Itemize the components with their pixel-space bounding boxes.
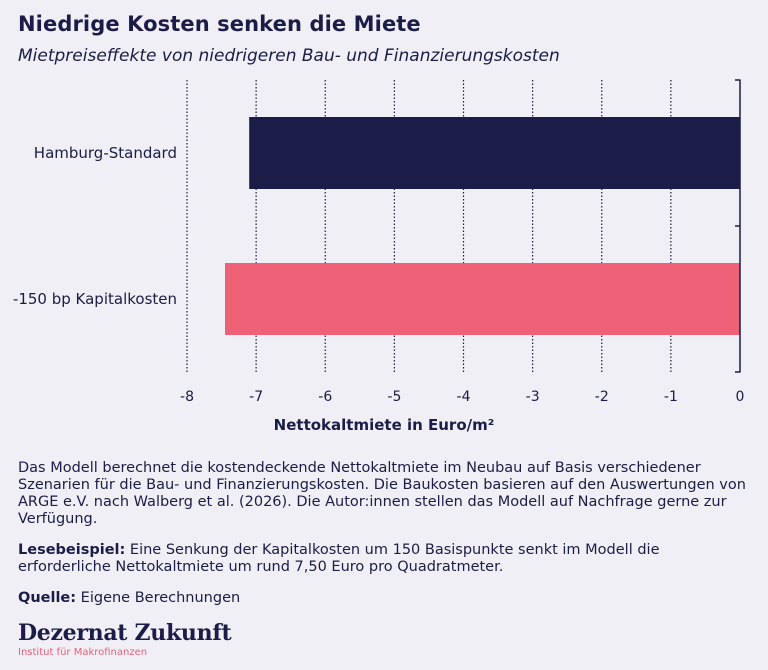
reading-example: Lesebeispiel: Eine Senkung der Kapitalko… [18, 542, 753, 576]
bars [225, 117, 741, 335]
brand-subtitle: Institut für Makrofinanzen [18, 647, 148, 658]
x-tick-label: -1 [664, 389, 678, 405]
x-axis-title: Nettokaltmiete in Euro/m² [274, 416, 495, 434]
x-tick-label: -5 [387, 389, 401, 405]
x-tick-label: -7 [249, 389, 263, 405]
reading-example-label: Lesebeispiel: [18, 542, 126, 558]
source: Quelle: Eigene Berechnungen [18, 590, 753, 607]
right-axis [735, 79, 741, 373]
x-tick-label: -6 [318, 389, 332, 405]
x-tick-label: -3 [526, 389, 540, 405]
bar [225, 263, 741, 335]
category-label: Hamburg-Standard [34, 144, 177, 162]
bar-chart: Hamburg-Standard -150 bp Kapitalkosten -8… [13, 79, 744, 434]
x-tick-labels: -8 -7 -6 -5 -4 -3 -2 -1 0 [180, 389, 744, 405]
category-label: -150 bp Kapitalkosten [13, 290, 177, 308]
notes: Das Modell berechnet die kostendeckende … [18, 460, 753, 621]
chart-title: Niedrige Kosten senken die Miete [18, 12, 421, 36]
brand-name: Dezernat Zukunft [18, 620, 232, 646]
x-tick-label: 0 [736, 389, 745, 405]
x-tick-label: -2 [595, 389, 609, 405]
chart-subtitle: Mietpreiseffekte von niedrigeren Bau- un… [18, 46, 560, 66]
x-tick-label: -8 [180, 389, 194, 405]
source-text: Eigene Berechnungen [76, 590, 241, 606]
notes-paragraph: Das Modell berechnet die kostendeckende … [18, 460, 746, 527]
brand-logo: Dezernat Zukunft Institut für Makrofinan… [18, 620, 232, 658]
source-label: Quelle: [18, 590, 77, 606]
x-tick-label: -4 [457, 389, 471, 405]
reading-example-text: Eine Senkung der Kapitalkosten um 150 Ba… [18, 542, 660, 575]
category-labels: Hamburg-Standard -150 bp Kapitalkosten [13, 144, 177, 308]
bar [249, 117, 740, 189]
